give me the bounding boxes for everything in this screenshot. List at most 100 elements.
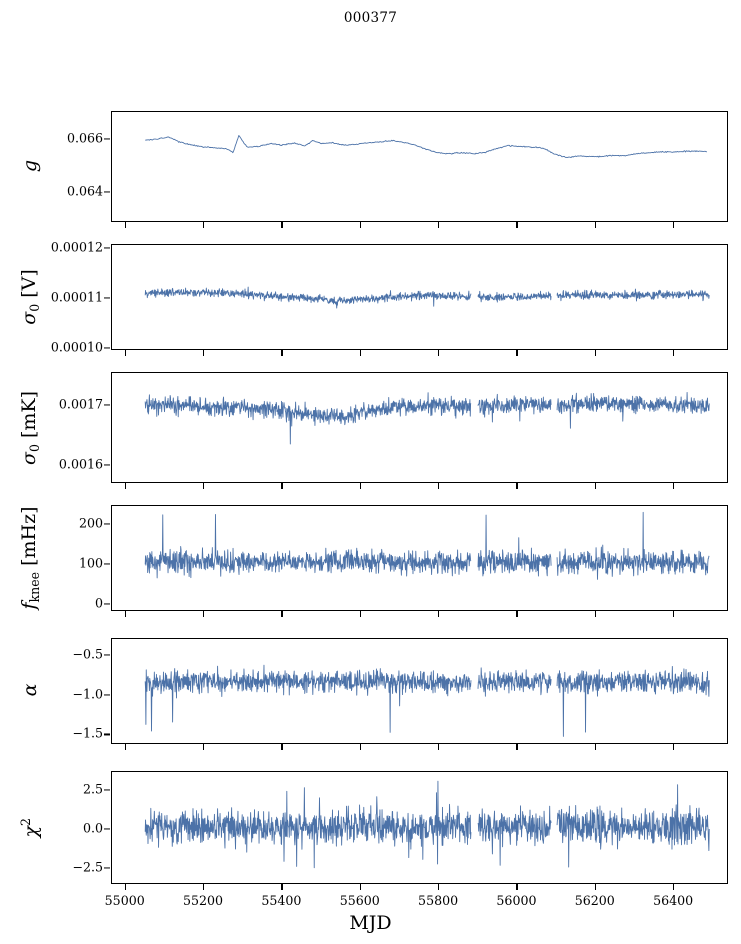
y-tick-mark-sigma0-volts-2 bbox=[104, 247, 110, 249]
x-tick-mark-gain-6 bbox=[594, 222, 596, 228]
x-tick-mark-sigma0-volts-7 bbox=[673, 350, 675, 356]
x-tick-label-6: 56200 bbox=[574, 893, 615, 908]
x-tick-label-3: 55600 bbox=[339, 893, 380, 908]
y-tick-mark-sigma0-volts-1 bbox=[104, 297, 110, 299]
y-tick-mark-fknee-2 bbox=[104, 523, 110, 525]
x-tick-mark-chi-squared-6 bbox=[594, 884, 596, 890]
x-tick-mark-chi-squared-2 bbox=[281, 884, 283, 890]
y-axis-label-gain: g bbox=[19, 159, 41, 172]
x-tick-mark-chi-squared-0 bbox=[124, 884, 126, 890]
plot-panel-gain bbox=[111, 111, 728, 222]
x-tick-mark-sigma0-volts-1 bbox=[203, 350, 205, 356]
x-tick-mark-sigma0-millikelvin-0 bbox=[124, 483, 126, 489]
x-tick-mark-gain-1 bbox=[203, 222, 205, 228]
figure-title: 000377 bbox=[343, 10, 398, 26]
series-plot-sigma0-volts bbox=[112, 245, 727, 349]
x-tick-label-5: 56000 bbox=[496, 893, 537, 908]
x-tick-mark-sigma0-millikelvin-1 bbox=[203, 483, 205, 489]
plot-panel-alpha bbox=[111, 638, 728, 744]
x-tick-mark-fknee-3 bbox=[359, 611, 361, 617]
x-tick-mark-sigma0-millikelvin-3 bbox=[359, 483, 361, 489]
x-tick-mark-fknee-1 bbox=[203, 611, 205, 617]
x-tick-mark-sigma0-volts-2 bbox=[281, 350, 283, 356]
y-tick-label-fknee-2: 200 bbox=[78, 515, 103, 531]
x-tick-mark-gain-0 bbox=[124, 222, 126, 228]
y-tick-mark-sigma0-millikelvin-0 bbox=[104, 464, 110, 466]
x-tick-label-7: 56400 bbox=[653, 893, 694, 908]
x-tick-mark-chi-squared-4 bbox=[438, 884, 440, 890]
y-tick-mark-chi-squared-1 bbox=[104, 828, 110, 830]
plot-panel-fknee bbox=[111, 505, 728, 611]
x-tick-label-0: 55000 bbox=[104, 893, 145, 908]
x-tick-mark-sigma0-volts-5 bbox=[516, 350, 518, 356]
x-tick-mark-fknee-0 bbox=[124, 611, 126, 617]
y-tick-label-fknee-1: 100 bbox=[78, 555, 103, 571]
x-tick-mark-gain-4 bbox=[438, 222, 440, 228]
x-tick-mark-alpha-3 bbox=[359, 744, 361, 750]
plot-panel-sigma0-volts bbox=[111, 244, 728, 350]
y-tick-label-chi-squared-0: −2.5 bbox=[72, 859, 103, 875]
y-tick-label-sigma0-volts-1: 0.00011 bbox=[50, 289, 103, 305]
x-tick-mark-sigma0-volts-0 bbox=[124, 350, 126, 356]
x-tick-mark-alpha-2 bbox=[281, 744, 283, 750]
x-tick-mark-alpha-6 bbox=[594, 744, 596, 750]
x-tick-mark-sigma0-millikelvin-4 bbox=[438, 483, 440, 489]
x-tick-mark-sigma0-millikelvin-7 bbox=[673, 483, 675, 489]
x-tick-label-2: 55400 bbox=[261, 893, 302, 908]
y-tick-mark-gain-0 bbox=[104, 191, 110, 193]
series-plot-alpha bbox=[112, 639, 727, 743]
y-tick-label-alpha-0: −1.5 bbox=[72, 726, 103, 742]
y-tick-label-chi-squared-2: 2.5 bbox=[82, 781, 103, 797]
y-tick-mark-fknee-0 bbox=[104, 603, 110, 605]
series-plot-sigma0-millikelvin bbox=[112, 373, 727, 482]
y-tick-mark-alpha-2 bbox=[104, 654, 110, 656]
y-tick-mark-sigma0-millikelvin-1 bbox=[104, 404, 110, 406]
y-axis-label-fknee: fknee [mHz] bbox=[18, 506, 42, 610]
y-tick-mark-fknee-1 bbox=[104, 563, 110, 565]
x-tick-mark-gain-2 bbox=[281, 222, 283, 228]
x-tick-mark-sigma0-volts-6 bbox=[594, 350, 596, 356]
y-tick-mark-chi-squared-0 bbox=[104, 867, 110, 869]
x-tick-mark-fknee-7 bbox=[673, 611, 675, 617]
x-tick-mark-gain-7 bbox=[673, 222, 675, 228]
y-tick-label-sigma0-volts-2: 0.00012 bbox=[50, 239, 103, 255]
y-axis-label-sigma0-millikelvin: σ0 [mK] bbox=[18, 390, 42, 465]
x-tick-mark-fknee-4 bbox=[438, 611, 440, 617]
x-tick-mark-sigma0-millikelvin-6 bbox=[594, 483, 596, 489]
x-tick-mark-fknee-2 bbox=[281, 611, 283, 617]
y-tick-label-sigma0-millikelvin-1: 0.0017 bbox=[58, 396, 103, 412]
plot-panel-chi-squared bbox=[111, 771, 728, 884]
x-tick-mark-chi-squared-3 bbox=[359, 884, 361, 890]
y-tick-label-alpha-2: −0.5 bbox=[72, 646, 103, 662]
y-tick-label-chi-squared-1: 0.0 bbox=[82, 820, 103, 836]
series-plot-fknee bbox=[112, 506, 727, 610]
y-axis-label-sigma0-volts: σ0 [V] bbox=[18, 269, 42, 325]
x-tick-mark-sigma0-volts-4 bbox=[438, 350, 440, 356]
x-tick-label-4: 55800 bbox=[418, 893, 459, 908]
series-plot-gain bbox=[112, 112, 727, 221]
x-tick-mark-fknee-6 bbox=[594, 611, 596, 617]
y-tick-mark-alpha-0 bbox=[104, 733, 110, 735]
x-axis-title: MJD bbox=[349, 912, 392, 934]
y-axis-label-alpha: α bbox=[19, 683, 41, 697]
x-tick-mark-alpha-1 bbox=[203, 744, 205, 750]
y-tick-mark-gain-1 bbox=[104, 138, 110, 140]
y-tick-label-sigma0-volts-0: 0.00010 bbox=[50, 339, 103, 355]
x-tick-mark-alpha-0 bbox=[124, 744, 126, 750]
x-tick-mark-sigma0-volts-3 bbox=[359, 350, 361, 356]
x-tick-mark-alpha-4 bbox=[438, 744, 440, 750]
series-plot-chi-squared bbox=[112, 772, 727, 883]
plot-panel-sigma0-millikelvin bbox=[111, 372, 728, 483]
y-tick-label-alpha-1: −1.0 bbox=[72, 686, 103, 702]
x-tick-mark-sigma0-millikelvin-2 bbox=[281, 483, 283, 489]
x-tick-mark-alpha-5 bbox=[516, 744, 518, 750]
y-tick-mark-alpha-1 bbox=[104, 694, 110, 696]
y-tick-label-sigma0-millikelvin-0: 0.0016 bbox=[58, 456, 103, 472]
x-tick-mark-sigma0-millikelvin-5 bbox=[516, 483, 518, 489]
y-axis-label-chi-squared: χ2 bbox=[18, 817, 42, 838]
y-tick-mark-chi-squared-2 bbox=[104, 789, 110, 791]
x-tick-mark-chi-squared-5 bbox=[516, 884, 518, 890]
y-tick-label-fknee-0: 0 bbox=[94, 595, 103, 611]
x-tick-mark-chi-squared-7 bbox=[673, 884, 675, 890]
